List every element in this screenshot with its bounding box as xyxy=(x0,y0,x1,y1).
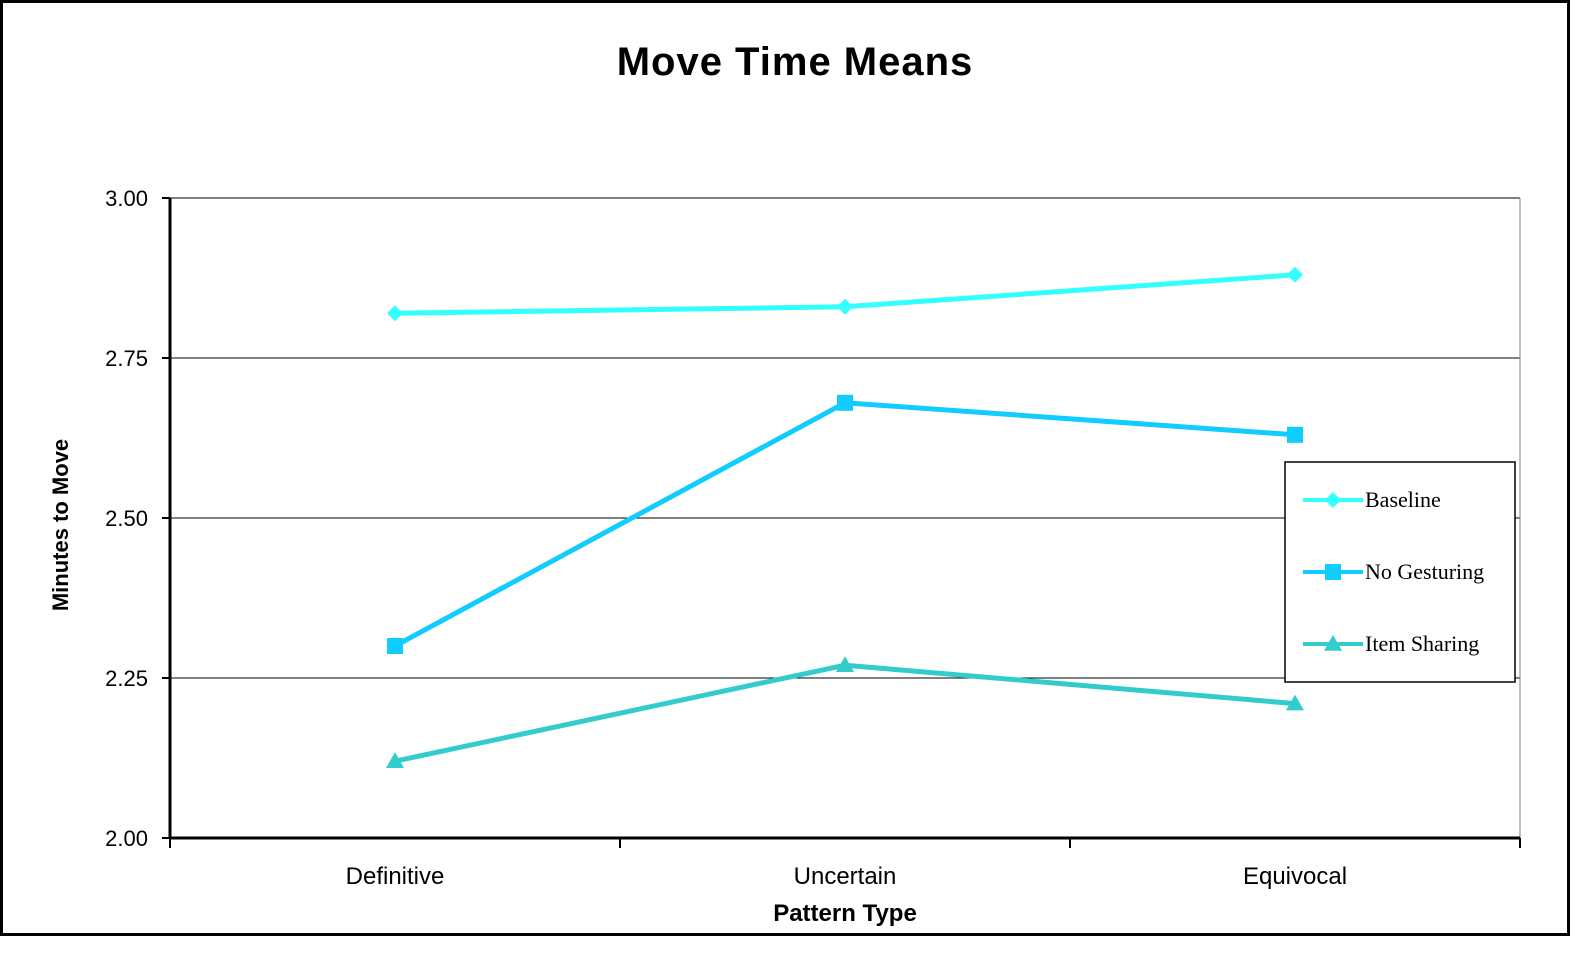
series-group xyxy=(386,266,1304,768)
series-baseline xyxy=(387,266,1303,322)
y-tick-label: 3.00 xyxy=(105,186,148,211)
legend-marker-baseline xyxy=(1325,492,1341,508)
y-tick-label: 2.25 xyxy=(105,666,148,691)
x-tick-label: Uncertain xyxy=(794,863,897,890)
x-tick-label: Equivocal xyxy=(1243,863,1347,890)
data-point-item-sharing xyxy=(386,752,404,768)
legend-label-no-gesturing: No Gesturing xyxy=(1365,559,1484,584)
legend-marker-no-gesturing xyxy=(1325,564,1341,580)
data-point-baseline xyxy=(837,298,853,315)
legend-marker-item-sharing xyxy=(1324,635,1342,651)
data-point-baseline xyxy=(1287,266,1303,283)
legend: Baseline No Gesturing Item Sharing xyxy=(1284,461,1516,683)
y-axis-label: Minutes to Move xyxy=(48,439,73,611)
y-tick-label: 2.75 xyxy=(105,346,148,371)
axes: 2.00 2.25 2.50 2.75 3.00 Definitive Uncertain E… xyxy=(105,186,1521,890)
x-axis-label: Pattern Type xyxy=(773,900,917,927)
data-point-item-sharing xyxy=(1286,694,1304,711)
data-point-baseline xyxy=(387,305,403,322)
legend-label-item-sharing: Item Sharing xyxy=(1365,631,1479,656)
data-point-no-gesturing xyxy=(1287,426,1303,443)
data-point-no-gesturing xyxy=(837,394,853,411)
x-tick-label: Definitive xyxy=(346,863,445,890)
series-item-sharing xyxy=(386,656,1304,768)
chart-title: Move Time Means xyxy=(617,40,974,84)
series-no-gesturing xyxy=(387,394,1303,654)
legend-label-baseline: Baseline xyxy=(1365,487,1441,512)
data-point-no-gesturing xyxy=(387,638,403,654)
y-tick-label: 2.00 xyxy=(105,826,148,851)
data-point-item-sharing xyxy=(836,656,854,672)
y-tick-label: 2.50 xyxy=(105,506,148,531)
